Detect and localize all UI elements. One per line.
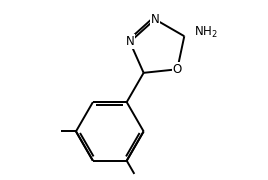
- Text: N: N: [151, 13, 159, 26]
- Text: NH$_2$: NH$_2$: [194, 25, 218, 40]
- Text: O: O: [173, 63, 182, 76]
- Text: N: N: [125, 35, 134, 48]
